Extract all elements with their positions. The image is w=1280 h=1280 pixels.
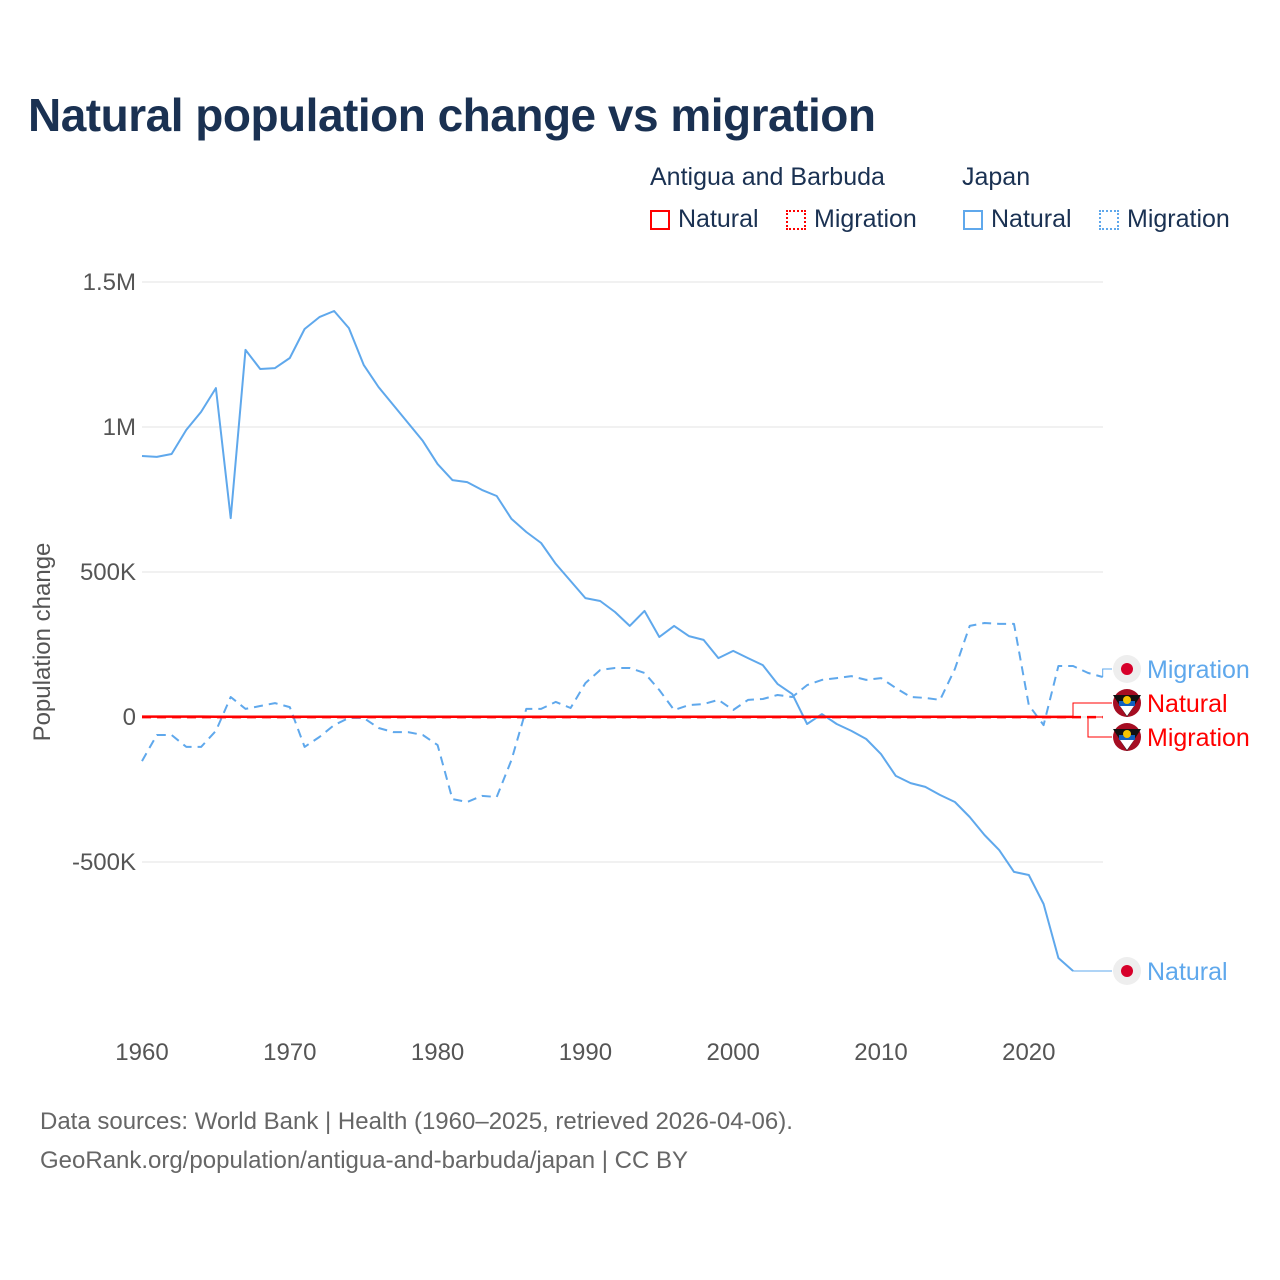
end-label: Migration xyxy=(1147,724,1250,752)
x-tick-label: 2000 xyxy=(707,1039,760,1066)
flag-sun xyxy=(1123,730,1131,738)
antigua-flag-icon xyxy=(1113,723,1141,751)
y-tick-label: 1M xyxy=(103,414,136,441)
legend-antigua-natural[interactable]: Natural xyxy=(650,205,759,234)
x-tick-label: 1980 xyxy=(411,1039,464,1066)
legend-label: Natural xyxy=(991,205,1072,233)
antigua-flag-icon xyxy=(1113,689,1141,717)
y-axis-label: Population change xyxy=(29,543,56,742)
flag-white xyxy=(1120,740,1134,750)
legend-japan-migration[interactable]: Migration xyxy=(1099,205,1230,234)
flag-sun xyxy=(1121,965,1133,977)
end-label: Migration xyxy=(1147,656,1250,684)
flag-white xyxy=(1120,706,1134,716)
y-tick-label: 1.5M xyxy=(83,269,136,296)
solid-swatch-icon xyxy=(963,209,983,230)
x-tick-label: 2010 xyxy=(854,1039,907,1066)
footer-sources: Data sources: World Bank | Health (1960–… xyxy=(40,1108,793,1135)
y-tick-label: 0 xyxy=(123,704,136,731)
flag-sun xyxy=(1121,663,1133,675)
dotted-swatch-icon xyxy=(786,209,806,230)
legend-group-antigua: Antigua and Barbuda xyxy=(650,163,885,191)
series-line-japan-migration xyxy=(141,622,1103,803)
chart-title: Natural population change vs migration xyxy=(28,89,876,141)
y-tick-label: 500K xyxy=(80,559,136,586)
solid-swatch-icon xyxy=(650,209,670,230)
japan-flag-icon xyxy=(1113,655,1141,683)
x-tick-label: 1960 xyxy=(115,1039,168,1066)
legend-label: Natural xyxy=(678,205,759,233)
footer-link[interactable]: GeoRank.org/population/antigua-and-barbu… xyxy=(40,1147,688,1174)
x-tick-label: 1990 xyxy=(559,1039,612,1066)
y-tick-label: -500K xyxy=(72,849,136,876)
x-tick-label: 2020 xyxy=(1002,1039,1055,1066)
label-connector xyxy=(1087,716,1112,738)
legend-antigua-migration[interactable]: Migration xyxy=(786,205,917,234)
label-connector xyxy=(1102,668,1112,677)
japan-flag-icon xyxy=(1113,957,1141,985)
legend-japan-natural[interactable]: Natural xyxy=(963,205,1072,234)
legend-group-japan: Japan xyxy=(962,163,1031,191)
flag-sun xyxy=(1123,696,1131,704)
dotted-swatch-icon xyxy=(1099,209,1119,230)
label-connector xyxy=(1072,702,1112,718)
legend-label: Migration xyxy=(814,205,917,233)
end-label: Natural xyxy=(1147,690,1228,718)
series-line-japan-natural xyxy=(141,310,1074,972)
x-tick-label: 1970 xyxy=(263,1039,316,1066)
end-label: Natural xyxy=(1147,958,1228,986)
legend-label: Migration xyxy=(1127,205,1230,233)
